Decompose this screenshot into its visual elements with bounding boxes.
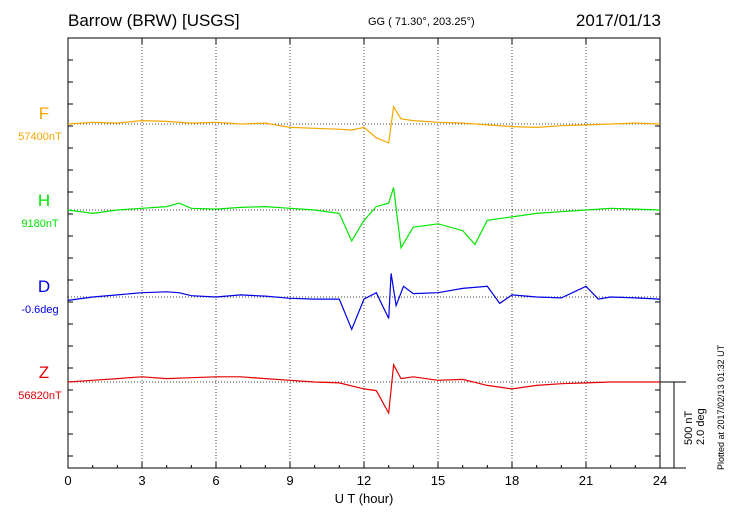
x-tick-label: 18: [505, 473, 519, 488]
baseline-dotted-lines: [68, 123, 660, 383]
station-title: Barrow (BRW) [USGS]: [68, 11, 240, 30]
x-tick-label: 0: [64, 473, 71, 488]
series-label-h: H: [38, 191, 50, 210]
series-line-h: [67, 187, 661, 250]
series-label-z: Z: [39, 363, 49, 382]
series-baseline-d: -0.6deg: [21, 304, 58, 316]
plot-frame: [67, 37, 661, 469]
x-tick-label: 24: [653, 473, 667, 488]
x-tick-label: 12: [357, 473, 371, 488]
geographic-coords: GG ( 71.30°, 203.25°): [368, 16, 475, 28]
series-line-d: [67, 273, 661, 331]
vertical-grid: [141, 38, 587, 468]
series-baseline-h: 9180nT: [21, 218, 59, 230]
series-baseline-f: 57400nT: [18, 131, 62, 143]
series-labels: F 57400nT H 9180nT D -0.6deg Z 56820nT: [18, 104, 62, 402]
x-axis-label: U T (hour): [335, 491, 394, 506]
x-tick-label: 3: [138, 473, 145, 488]
plotted-timestamp: Plotted at 2017/02/13 01:32 UT: [716, 344, 726, 470]
x-tick-label: 15: [431, 473, 445, 488]
series-label-d: D: [38, 277, 50, 296]
x-tick-labels: 0 3 6 9 12 15 18 21 24: [64, 473, 667, 488]
scale-deg-label: 2.0 deg: [695, 408, 707, 445]
scale-nt-label: 500 nT: [683, 410, 695, 445]
series-baseline-z: 56820nT: [18, 390, 62, 402]
axis-ticks: [67, 38, 661, 468]
x-tick-label: 6: [212, 473, 219, 488]
x-tick-label: 21: [579, 473, 593, 488]
plot-date: 2017/01/13: [575, 11, 661, 30]
series-line-f: [67, 105, 661, 144]
series-label-f: F: [39, 104, 49, 123]
x-tick-label: 9: [286, 473, 293, 488]
series-line-z: [67, 362, 660, 415]
series-lines: [67, 105, 661, 415]
